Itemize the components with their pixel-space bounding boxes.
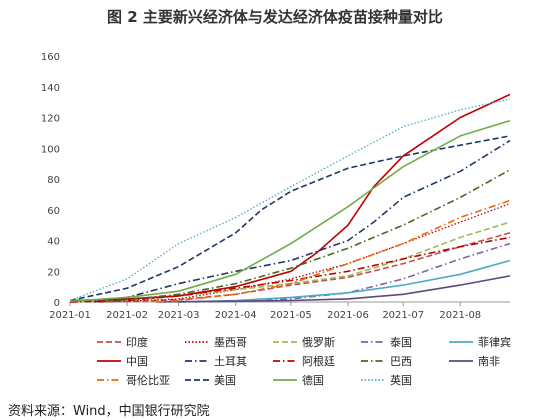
y-tick-label: 160	[41, 52, 60, 63]
series-line-9	[101, 169, 511, 303]
legend-item: 菲律宾	[448, 334, 511, 350]
legend-item: 印度	[96, 334, 148, 350]
legend-swatch	[361, 341, 385, 343]
chart-title: 图 2 主要新兴经济体与发达经济体疫苗接种量对比	[107, 8, 443, 26]
legend-label: 俄罗斯	[302, 336, 335, 349]
legend-item: 阿根廷	[272, 353, 335, 369]
x-tick-label: 2021-04	[215, 310, 257, 321]
y-tick-label: 100	[41, 144, 60, 155]
series-line-14	[69, 98, 511, 302]
series-line-11	[156, 199, 511, 303]
x-tick-label: 2021-01	[49, 310, 91, 321]
legend-item: 泰国	[360, 334, 412, 350]
x-tick-label: 2021-02	[106, 310, 148, 321]
legend-item: 巴西	[360, 353, 412, 369]
legend-swatch	[185, 360, 209, 362]
legend-item: 德国	[272, 372, 324, 388]
legend-label: 菲律宾	[478, 336, 511, 349]
source-note: 资料来源：Wind，中国银行研究院	[8, 404, 210, 419]
y-tick-label: 0	[54, 298, 60, 309]
legend-swatch	[185, 341, 209, 343]
y-tick-label: 20	[47, 267, 60, 278]
legend-item: 英国	[360, 372, 412, 388]
x-tick-label: 2021-05	[270, 310, 312, 321]
series-line-13	[69, 119, 511, 302]
legend-swatch	[97, 360, 121, 362]
legend-item: 哥伦比亚	[96, 372, 170, 388]
legend-label: 泰国	[390, 336, 412, 349]
series-line-3	[69, 221, 511, 303]
legend-swatch	[185, 379, 209, 381]
legend-label: 土耳其	[214, 355, 247, 368]
y-tick-label: 80	[47, 175, 60, 186]
legend-swatch	[449, 341, 473, 343]
x-tick-label: 2021-07	[382, 310, 424, 321]
legend-label: 英国	[390, 374, 412, 387]
legend-item: 俄罗斯	[272, 334, 335, 350]
legend-item: 南非	[448, 353, 500, 369]
y-tick-label: 60	[47, 206, 60, 217]
legend-swatch	[97, 341, 121, 343]
legend-label: 中国	[126, 355, 148, 368]
legend-label: 美国	[214, 374, 236, 387]
legend-label: 印度	[126, 336, 148, 349]
legend-label: 阿根廷	[302, 355, 335, 368]
legend-label: 德国	[302, 374, 324, 387]
legend-swatch	[449, 360, 473, 362]
series-line-1	[97, 232, 511, 303]
series-line-7	[93, 139, 511, 303]
series-line-6	[69, 93, 511, 302]
legend-swatch	[361, 379, 385, 381]
legend-swatch	[273, 379, 297, 381]
series-line-12	[69, 135, 511, 302]
legend-label: 墨西哥	[214, 336, 247, 349]
y-tick-label: 120	[41, 114, 60, 125]
legend-label: 巴西	[390, 355, 412, 368]
series-line-2	[69, 202, 511, 303]
series-line-8	[69, 236, 511, 303]
legend-item: 土耳其	[184, 353, 247, 369]
legend-swatch	[97, 379, 121, 381]
legend-item: 中国	[96, 353, 148, 369]
legend-label: 南非	[478, 355, 500, 368]
y-tick-label: 140	[41, 83, 60, 94]
legend-swatch	[273, 360, 297, 362]
legend-item: 美国	[184, 372, 236, 388]
x-tick-label: 2021-08	[439, 310, 481, 321]
x-tick-label: 2021-03	[158, 310, 200, 321]
legend-item: 墨西哥	[184, 334, 247, 350]
chart-axes: 0 20 40 60 80 100 120 140 160 2021-01 2021-02 2021-…	[41, 52, 510, 321]
x-tick-label: 2021-06	[327, 310, 369, 321]
series-line-10	[156, 275, 511, 303]
y-tick-label: 40	[47, 237, 60, 248]
legend-swatch	[361, 360, 385, 362]
legend-label: 哥伦比亚	[126, 374, 170, 387]
chart-series-lines	[69, 93, 511, 303]
legend-swatch	[273, 341, 297, 343]
